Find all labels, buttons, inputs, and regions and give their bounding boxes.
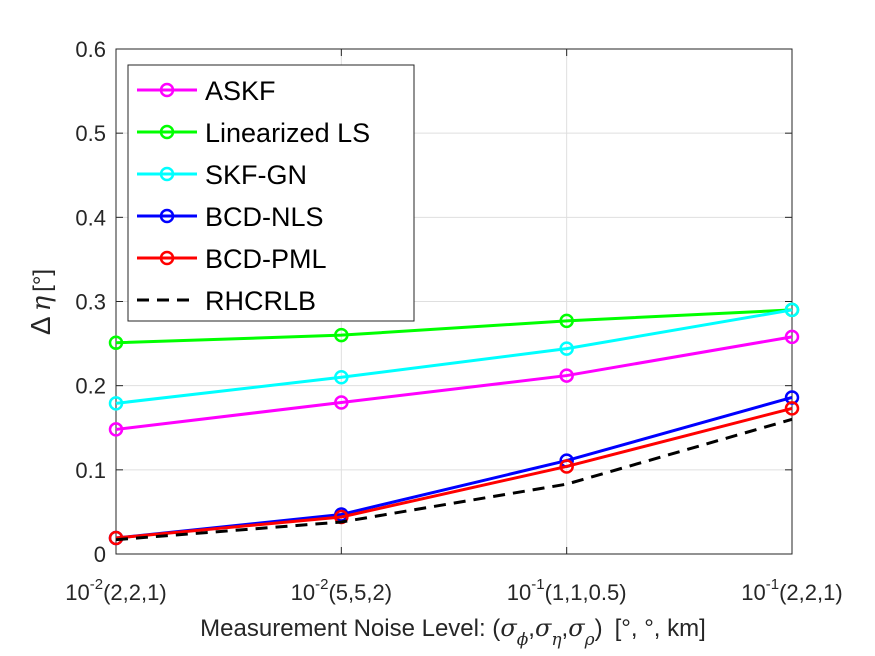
legend-label-askf: ASKF (205, 76, 276, 106)
data-point-linearized-ls (334, 327, 349, 343)
axes-frame (115, 48, 793, 555)
x-tick-rest: (2,2,1) (103, 580, 167, 605)
axes (115, 48, 793, 555)
data-point-skf-gn (334, 370, 349, 385)
x-tick-base: 10 (741, 580, 765, 605)
y-axis-label: Δη [°] (25, 269, 57, 335)
y-tick-label: 0.6 (75, 37, 106, 62)
data-point-skf-gn (784, 302, 800, 318)
y-tick-labels: 0 0.1 0.2 0.3 0.4 0.5 0.6 (75, 37, 106, 567)
x-tick-rest: (2,2,1) (779, 580, 843, 605)
legend: ASKF Linearized LS SKF-GN BCD-NLS BCD-PML RHC… (127, 64, 415, 322)
y-axis-label-var: η (27, 295, 57, 311)
data-point-askf (108, 422, 124, 437)
x-tick-exponent: -2 (315, 576, 328, 593)
y-tick-label: 0 (94, 542, 106, 567)
data-point-askf (334, 395, 349, 410)
x-tick-label: 10-2(2,2,1) (65, 576, 166, 605)
legend-marker-bcd-pml (159, 250, 175, 266)
x-tick-base: 10 (291, 580, 315, 605)
x-tick-labels: 10-2(2,2,1) 10-2(5,5,2) 10-1(1,1,0.5) 10-1(… (65, 576, 842, 605)
legend-label-rhcrlb: RHCRLB (205, 286, 316, 316)
x-axis-label-sub-eta: η (551, 630, 562, 650)
data-series (108, 302, 800, 546)
y-axis-label-symbol: Δ (25, 316, 56, 335)
data-point-linearized-ls (559, 313, 574, 329)
legend-items: ASKF Linearized LS SKF-GN BCD-NLS BCD-PML RHC… (137, 76, 370, 316)
y-tick-label: 0.4 (75, 205, 106, 230)
x-tick-rest: (5,5,2) (328, 580, 392, 605)
series-line-linearized-ls (115, 308, 793, 345)
y-axis-label-units: [°] (29, 269, 56, 292)
x-axis-label-sep-2: , (562, 615, 569, 642)
series-line-rhcrlb (115, 417, 793, 542)
series-line-askf (115, 335, 793, 431)
data-point-askf (784, 329, 800, 345)
y-tick-label: 0.3 (75, 290, 106, 315)
data-point-bcd-pml (784, 401, 800, 416)
x-axis-label: Measurement Noise Level: (σϕ,ση,σρ) [°, °… (200, 614, 706, 650)
legend-label-bcd-pml: BCD-PML (205, 244, 327, 274)
x-tick-label: 10-1(2,2,1) (741, 576, 842, 605)
x-axis-label-sigma-1: σ (500, 614, 517, 642)
x-axis-label-sigma-2: σ (535, 614, 552, 642)
legend-label-bcd-nls: BCD-NLS (205, 202, 324, 232)
series-line-bcd-pml (115, 406, 793, 540)
x-tick-exponent: -1 (531, 576, 544, 593)
data-point-bcd-pml (559, 459, 574, 474)
legend-label-skf-gn: SKF-GN (205, 160, 307, 190)
x-axis-label-sigma-3: σ (568, 614, 585, 642)
x-tick-label: 10-1(1,1,0.5) (507, 576, 627, 605)
legend-box (127, 64, 415, 322)
data-point-skf-gn (108, 396, 124, 411)
y-tick-label: 0.1 (75, 458, 106, 483)
x-axis-label-prefix: Measurement Noise Level: ( (200, 615, 500, 642)
x-axis-label-sub-rho: ρ (584, 630, 595, 650)
series-line-skf-gn (115, 308, 793, 405)
x-axis-label-close: ) (595, 615, 603, 642)
data-point-askf (559, 368, 574, 383)
x-tick-exponent: -1 (766, 576, 779, 593)
x-tick-exponent: -2 (90, 576, 103, 593)
x-axis-label-sep-1: , (528, 615, 535, 642)
data-point-skf-gn (559, 341, 574, 356)
data-point-linearized-ls (108, 335, 124, 350)
y-tick-label: 0.2 (75, 374, 106, 399)
legend-marker-skf-gn (159, 166, 175, 182)
legend-label-linearized-ls: Linearized LS (205, 118, 370, 148)
x-tick-base: 10 (507, 580, 531, 605)
x-tick-base: 10 (65, 580, 89, 605)
x-axis-label-units: [°, °, km] (615, 615, 706, 642)
legend-marker-askf (159, 82, 175, 98)
x-tick-rest: (1,1,0.5) (545, 580, 627, 605)
x-axis-label-sub-phi: ϕ (517, 630, 529, 650)
x-tick-label: 10-2(5,5,2) (291, 576, 392, 605)
legend-marker-linearized-ls (159, 124, 175, 140)
legend-marker-bcd-nls (159, 208, 175, 224)
y-tick-label: 0.5 (75, 121, 106, 146)
